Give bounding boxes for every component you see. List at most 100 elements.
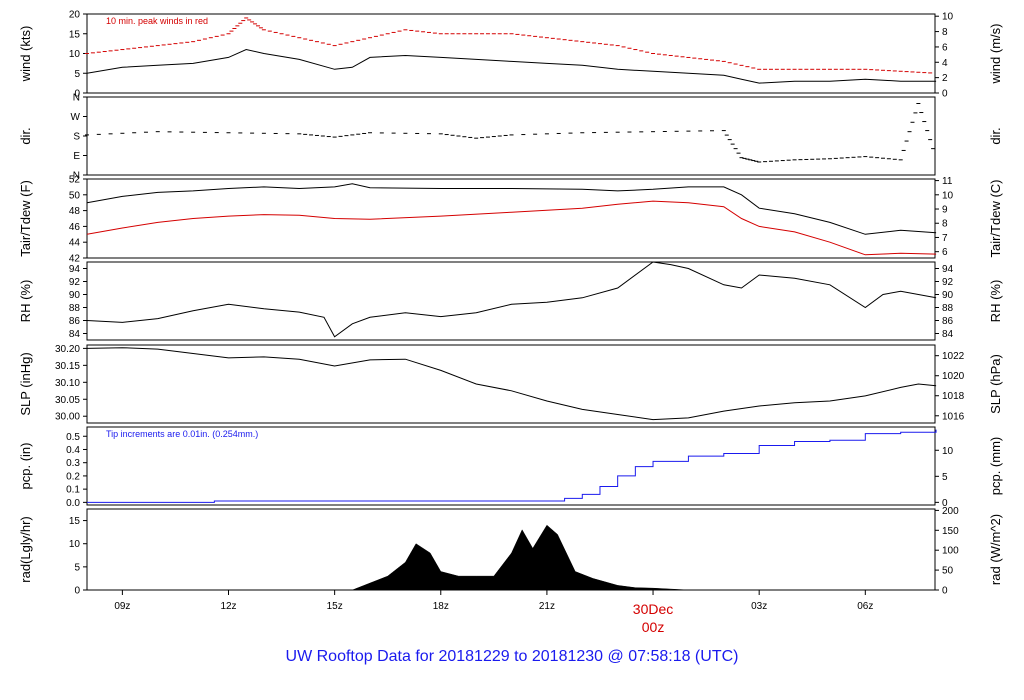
panel-rad — [83, 508, 939, 591]
y-axis-label-left: Tair/Tdew (F) — [18, 180, 33, 257]
y-tick-label-right: 8 — [942, 219, 948, 230]
y-tick-label-right: 0 — [942, 586, 948, 597]
panel-note: 10 min. peak winds in red — [106, 16, 208, 26]
y-tick-label-left: 30.00 — [55, 412, 80, 423]
y-tick-label-right: 1022 — [942, 351, 965, 362]
y-tick-label-right: 10 — [942, 190, 954, 201]
y-tick-label-left: 46 — [69, 222, 81, 233]
panel-dir — [83, 96, 936, 176]
panel-frame — [86, 426, 936, 506]
y-axis-label-right: pcp. (mm) — [988, 437, 1003, 496]
y-tick-label-right: 6 — [942, 247, 948, 258]
y-tick-label-right: 5 — [942, 472, 948, 483]
y-tick-label-right: 10 — [942, 446, 954, 457]
y-axis-label-right: dir. — [988, 127, 1003, 144]
y-axis-label-left: RH (%) — [18, 280, 33, 323]
y-tick-label-left: E — [73, 151, 80, 162]
y-tick-label-left: 48 — [69, 206, 81, 217]
y-tick-label-left: 20 — [69, 10, 81, 21]
y-tick-label-right: 84 — [942, 329, 954, 340]
y-tick-label-left: W — [71, 112, 81, 123]
y-tick-label-left: 5 — [74, 69, 80, 80]
y-tick-label-left: 15 — [69, 516, 81, 527]
y-tick-label-left: 88 — [69, 303, 81, 314]
panel-wind — [83, 13, 939, 94]
y-tick-label-left: 0.4 — [66, 445, 80, 456]
y-tick-label-left: 0.0 — [66, 498, 80, 509]
y-tick-label-right: 90 — [942, 290, 954, 301]
x-day-hour-label: 00z — [642, 619, 665, 635]
y-tick-label-right: 94 — [942, 264, 954, 275]
panel-rh — [83, 261, 939, 341]
y-tick-label-left: 92 — [69, 277, 81, 288]
x-tick-label: 15z — [327, 601, 343, 612]
y-tick-label-right: 11 — [942, 176, 953, 187]
y-axis-label-left: SLP (inHg) — [18, 352, 33, 415]
y-tick-label-left: 30.20 — [55, 344, 80, 355]
y-axis-label-left: dir. — [18, 127, 33, 144]
panel-temp — [83, 178, 939, 259]
y-tick-label-right: 4 — [942, 58, 948, 69]
y-tick-label-left: 50 — [69, 190, 81, 201]
series-step — [87, 429, 937, 503]
y-tick-label-left: 0.5 — [66, 432, 80, 443]
series-line — [86, 261, 937, 338]
y-tick-label-left: 52 — [69, 175, 81, 186]
panel-frame — [86, 178, 936, 259]
y-tick-label-right: 100 — [942, 546, 959, 557]
series-line — [86, 48, 937, 84]
y-tick-label-right: 2 — [942, 73, 948, 84]
series-area — [352, 524, 689, 591]
y-tick-label-right: 200 — [942, 506, 959, 517]
y-axis-label-right: SLP (hPa) — [988, 354, 1003, 414]
y-tick-label-left: 15 — [69, 29, 81, 40]
panel-note: Tip increments are 0.01in. (0.254mm.) — [106, 429, 258, 439]
x-tick-label: 06z — [857, 601, 873, 612]
y-tick-label-right: 150 — [942, 526, 959, 537]
y-tick-label-left: 86 — [69, 316, 81, 327]
panel-frame — [86, 344, 936, 424]
y-tick-label-right: 10 — [942, 12, 954, 23]
y-tick-label-right: 92 — [942, 277, 954, 288]
x-tick-label: 21z — [539, 601, 555, 612]
y-axis-label-left: pcp. (in) — [18, 443, 33, 490]
y-tick-label-left: S — [73, 132, 80, 143]
y-tick-label-right: 1020 — [942, 371, 965, 382]
panel-slp — [83, 344, 939, 424]
x-tick-label: 03z — [751, 601, 767, 612]
x-day-label: 30Dec — [633, 601, 673, 617]
y-tick-label-left: 10 — [69, 539, 81, 550]
y-tick-label-left: 5 — [74, 562, 80, 573]
series-line — [86, 200, 937, 256]
y-tick-label-left: 0 — [74, 89, 80, 100]
y-tick-label-right: 7 — [942, 233, 948, 244]
y-tick-label-right: 8 — [942, 27, 948, 38]
y-tick-label-left: 44 — [69, 238, 81, 249]
y-tick-label-right: 0 — [942, 498, 948, 509]
panel-pcp — [83, 426, 939, 506]
y-tick-label-right: 6 — [942, 42, 948, 53]
y-tick-label-left: 94 — [69, 264, 81, 275]
x-tick-label: 09z — [114, 601, 130, 612]
y-tick-label-right: 9 — [942, 205, 948, 216]
y-tick-label-left: 0.1 — [66, 485, 80, 496]
y-tick-label-left: N — [73, 171, 80, 182]
y-axis-label-left: wind (kts) — [18, 26, 33, 83]
y-tick-label-left: 30.15 — [55, 361, 80, 372]
x-tick-label: 18z — [433, 601, 449, 612]
y-tick-label-right: 86 — [942, 316, 954, 327]
panel-frame — [86, 96, 936, 176]
y-tick-label-left: 10 — [69, 49, 81, 60]
y-tick-label-left: 84 — [69, 329, 81, 340]
chart-title: UW Rooftop Data for 20181229 to 20181230… — [285, 648, 739, 665]
x-tick-label: 12z — [220, 601, 236, 612]
y-tick-label-left: 30.05 — [55, 395, 80, 406]
y-axis-label-right: RH (%) — [988, 280, 1003, 323]
y-axis-label-right: wind (m/s) — [988, 24, 1003, 85]
y-tick-label-left: 30.10 — [55, 378, 80, 389]
y-tick-label-right: 1018 — [942, 391, 965, 402]
y-tick-label-right: 88 — [942, 303, 954, 314]
panel-frame — [86, 261, 936, 341]
y-axis-label-right: Tair/Tdew (C) — [988, 179, 1003, 257]
